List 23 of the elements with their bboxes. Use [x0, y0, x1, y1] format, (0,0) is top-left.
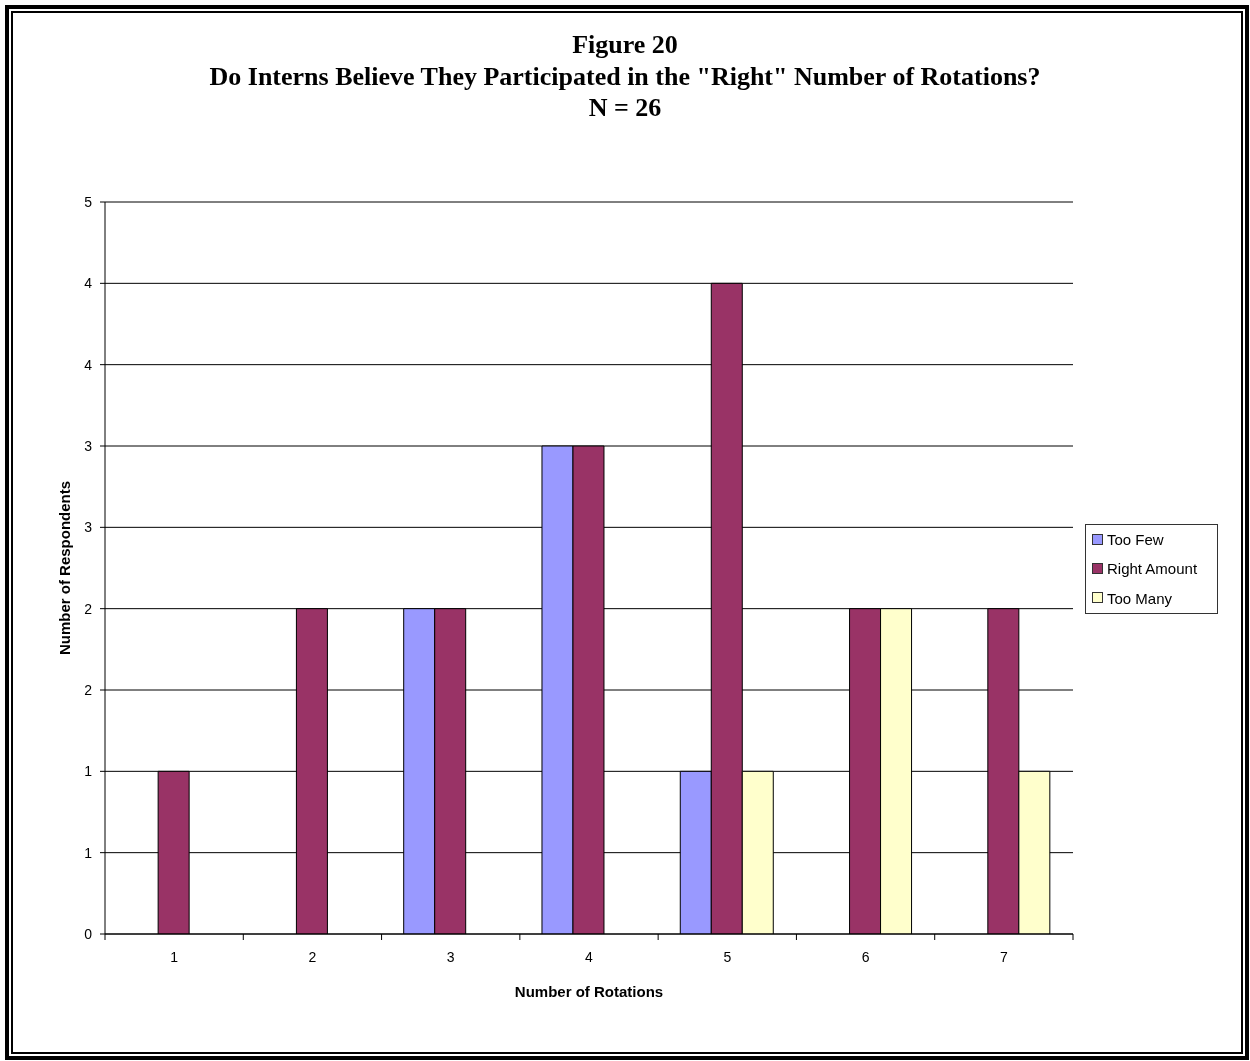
x-tick-label: 3	[446, 948, 455, 965]
y-tick-label: 2	[84, 681, 93, 698]
x-tick-label: 1	[170, 948, 179, 965]
x-tick-label: 7	[999, 948, 1008, 965]
y-tick-label: 3	[84, 519, 93, 536]
y-tick-label: 2	[84, 600, 93, 617]
y-axis-title: Number of Respondents	[56, 480, 73, 656]
x-tick-label: 6	[861, 948, 870, 965]
y-tick-label: 1	[84, 763, 93, 780]
legend-label: Too Many	[1107, 589, 1173, 607]
x-tick-label: 4	[585, 948, 594, 965]
legend-label: Right Amount	[1107, 560, 1198, 578]
x-tick-label: 2	[308, 948, 317, 965]
y-tick-label: 4	[84, 275, 93, 292]
y-tick-label: 4	[84, 356, 93, 373]
x-axis-title: Number of Rotations	[514, 983, 664, 1000]
chart-title: Figure 20 Do Interns Believe They Participated in the "Right" Number of Rotations? N = 26	[208, 29, 1042, 124]
y-tick-label: 3	[84, 437, 93, 454]
legend-label: Too Few	[1107, 531, 1164, 549]
x-tick-label: 5	[723, 948, 732, 965]
y-tick-label: 1	[84, 844, 93, 861]
y-tick-label: 5	[84, 193, 93, 210]
y-tick-label: 0	[84, 925, 93, 942]
